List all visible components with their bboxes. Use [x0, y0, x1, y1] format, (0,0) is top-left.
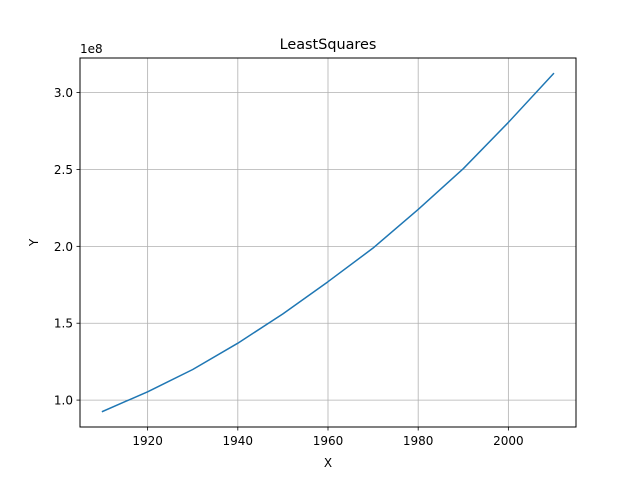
y-tick-label: 2.5: [54, 163, 73, 177]
x-axis-label: X: [324, 456, 332, 470]
x-tick-label: 1940: [223, 434, 254, 448]
x-tick-label: 2000: [493, 434, 524, 448]
y-axis-offset-label: 1e8: [80, 42, 103, 56]
series-layer: [101, 72, 555, 413]
y-axis-label: Y: [27, 238, 41, 247]
y-tick-label: 3.0: [54, 86, 73, 100]
chart-title: LeastSquares: [280, 37, 377, 53]
y-axis-ticks: 1.0 1.5 2.0 2.5 3.0: [54, 86, 80, 408]
y-tick-label: 1.5: [54, 317, 73, 331]
x-tick-label: 1920: [132, 434, 163, 448]
x-tick-label: 1960: [313, 434, 344, 448]
x-axis-ticks: 1920 1940 1960 1980 2000: [132, 427, 524, 448]
grid-lines: [80, 58, 576, 427]
x-tick-label: 1980: [403, 434, 434, 448]
series-line-0: [101, 72, 555, 413]
y-tick-label: 2.0: [54, 240, 73, 254]
y-tick-label: 1.0: [54, 394, 73, 408]
